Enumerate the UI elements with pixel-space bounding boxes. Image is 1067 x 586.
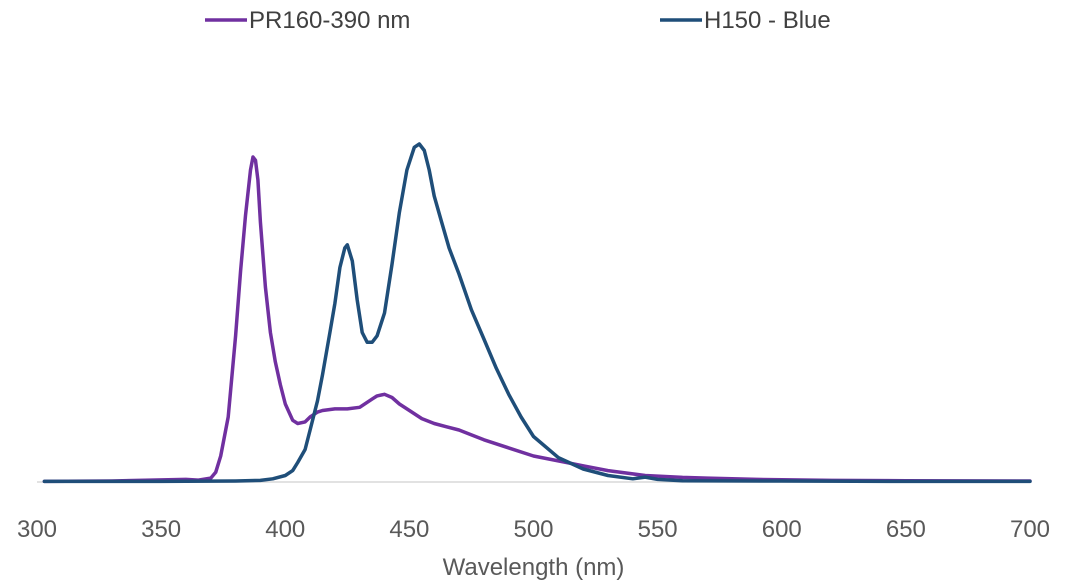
x-tick-label: 500 bbox=[513, 516, 553, 543]
legend-label-1: PR160-390 nm bbox=[249, 7, 410, 34]
series-line-2 bbox=[42, 142, 1032, 484]
legend-label-2: H150 - Blue bbox=[704, 7, 831, 34]
x-tick-label: 300 bbox=[17, 516, 57, 543]
x-axis-title: Wavelength (nm) bbox=[443, 554, 625, 581]
x-tick-label: 600 bbox=[762, 516, 802, 543]
x-tick-label: 450 bbox=[389, 516, 429, 543]
x-tick-label: 400 bbox=[265, 516, 305, 543]
x-tick-labels: 300 350 400 450 500 550 600 650 700 bbox=[17, 516, 1050, 543]
x-tick-label: 650 bbox=[886, 516, 926, 543]
x-tick-label: 350 bbox=[141, 516, 181, 543]
plot-area bbox=[42, 142, 1032, 484]
x-tick-label: 700 bbox=[1010, 516, 1050, 543]
legend: PR160-390 nm H150 - Blue bbox=[205, 7, 831, 34]
x-tick-label: 550 bbox=[638, 516, 678, 543]
series-line-1 bbox=[42, 155, 1032, 484]
